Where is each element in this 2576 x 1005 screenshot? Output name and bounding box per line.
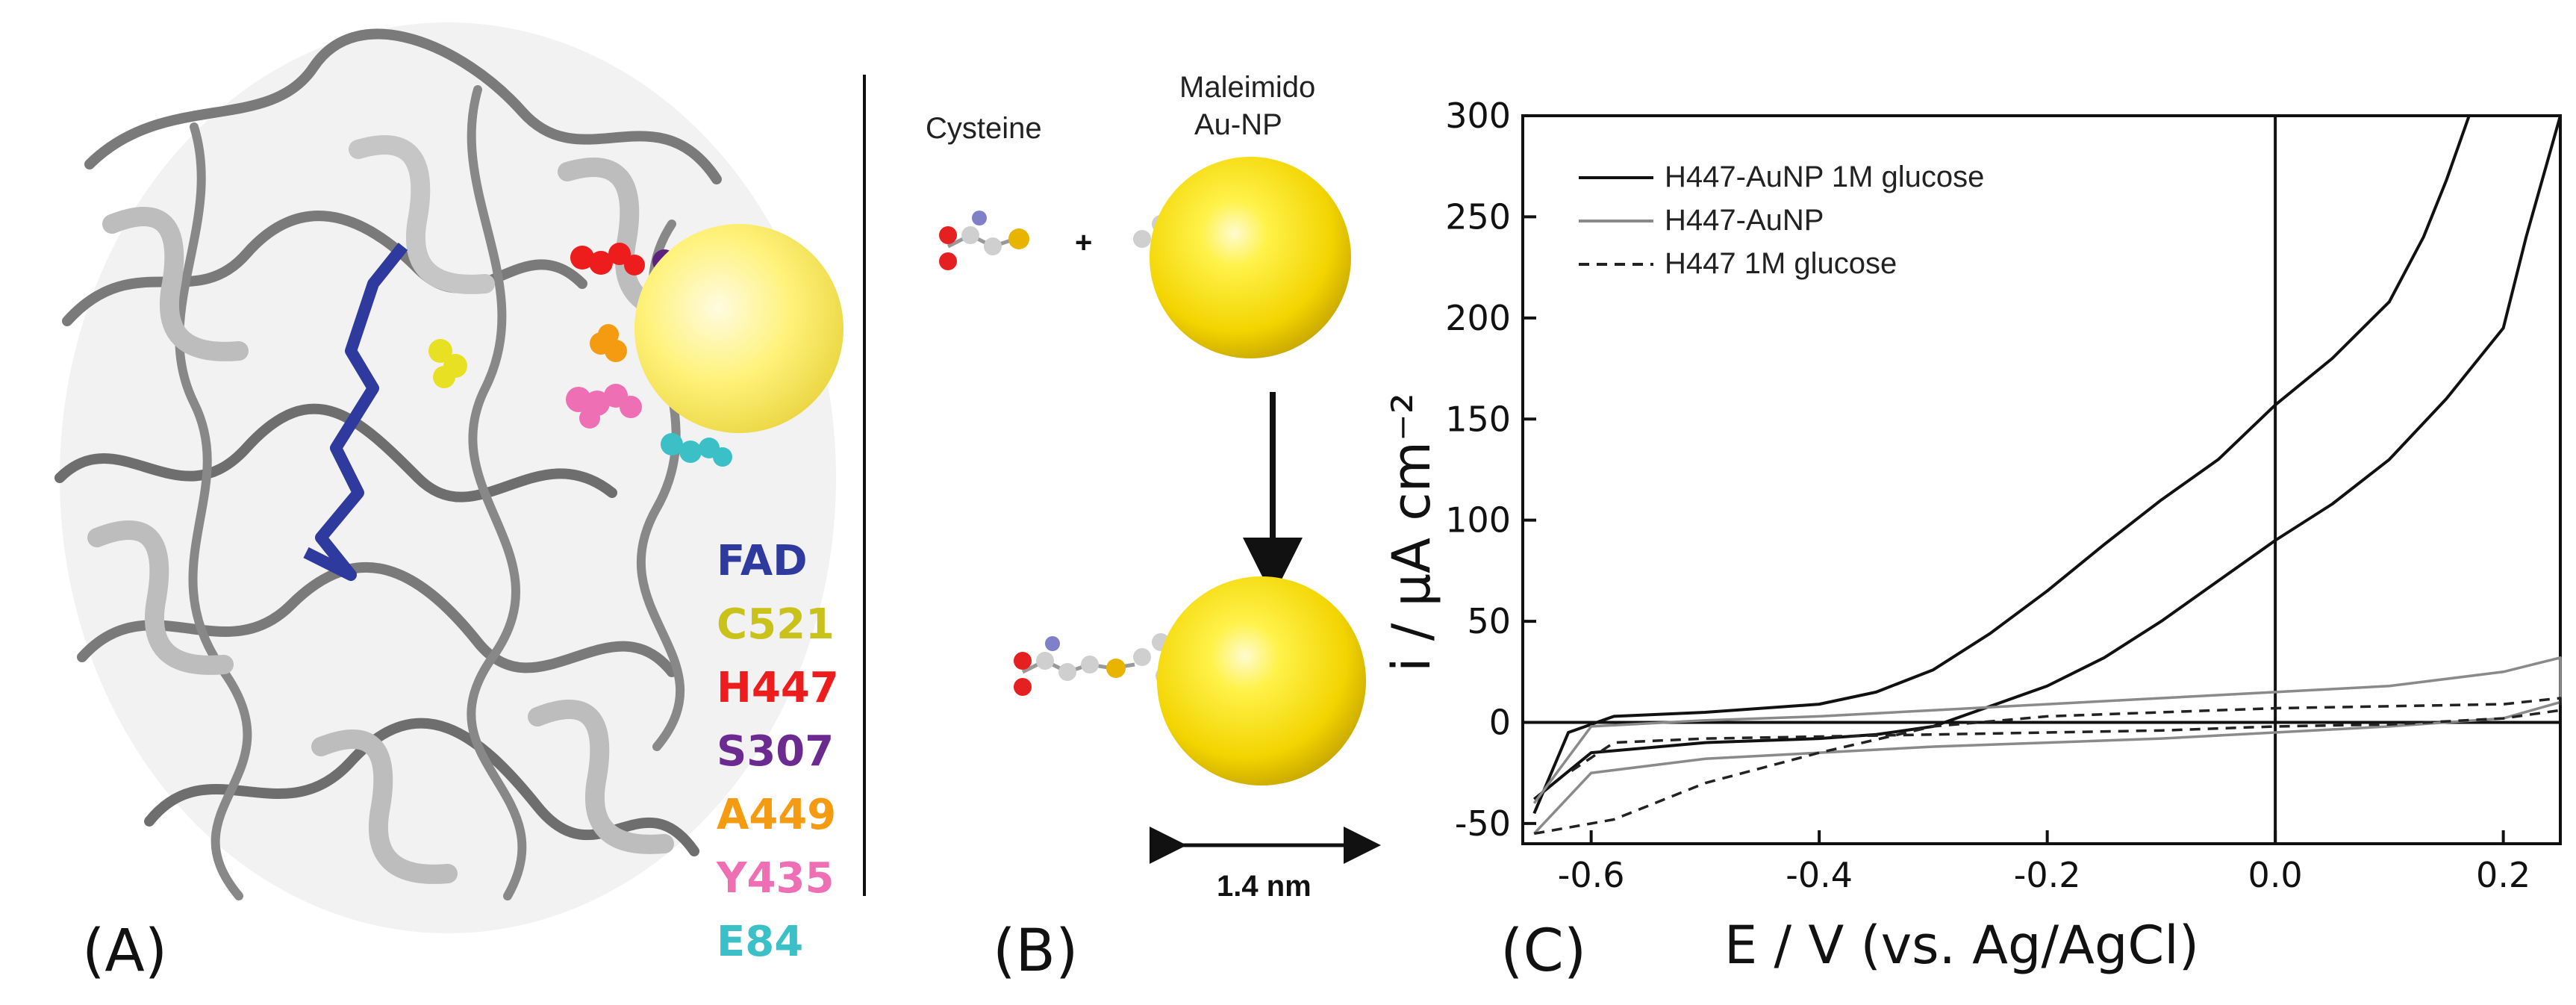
maleimido-label: Maleimido [1179,71,1315,104]
scale-label: 1.4 nm [1217,870,1312,903]
cysteine-conjugate [1014,633,1193,696]
y-tick-label: 50 [1467,601,1511,641]
panel-b: Cysteine Maleimido Au-NP + [926,71,1381,985]
y-tick-label: 100 [1445,500,1511,541]
legend-e84: E84 [717,918,803,966]
legend-s307: S307 [717,727,834,776]
series-h447-aunp-1m-glucose [1532,114,2562,815]
x-tick-label: -0.6 [1558,855,1625,895]
legend-h447: H447 [717,664,839,712]
x-tick-label: 0.2 [2476,855,2530,895]
legend-fad: FAD [717,537,808,585]
y-axis-title: i / µA cm⁻² [1381,393,1442,672]
voltammogram-chart: -0.6 -0.4 -0.2 0.0 0.2-50050100150200250300 … [1381,96,2562,985]
h447-residue [570,243,645,276]
x-axis-title: E / V (vs. Ag/AgCl) [1724,915,2199,976]
y-tick-label: 250 [1445,196,1511,237]
residue-legend: FAD C521 H447 S307 A449 Y435 E84 [716,537,839,966]
c521-residue [428,339,467,388]
y-tick-label: 300 [1445,96,1511,136]
au-np-label: Au-NP [1194,108,1282,141]
panel-label-a: (A) [82,918,167,985]
protein-ribbon-structure [54,22,836,933]
legend-a449: A449 [717,791,836,839]
x-tick-label: 0.0 [2248,855,2303,895]
series-h447-1m-glucose [1533,697,2562,836]
legend-c521: C521 [717,600,835,649]
e84-residue [661,433,732,467]
panel-label-c: (C) [1500,918,1586,985]
legend-entry: H447-AuNP 1M glucose [1665,161,1984,193]
plus-sign: + [1075,226,1092,259]
y-tick-label: 150 [1445,399,1511,439]
gold-nanoparticle-top [1150,157,1351,358]
legend-entry: H447-AuNP [1665,204,1824,237]
gold-nanoparticle-bottom [1157,576,1366,785]
y-tick-label: 200 [1445,298,1511,338]
legend-entry: H447 1M glucose [1665,247,1897,280]
gold-nanoparticle-a [634,224,843,433]
cysteine-label: Cysteine [926,112,1042,145]
fad-molecule [303,243,408,581]
panel-a: FAD C521 H447 S307 A449 Y435 E84 (A) [54,22,843,985]
legend-y435: Y435 [716,854,834,903]
cysteine-molecule [939,211,1029,270]
y435-residue [566,384,642,429]
x-tick-label: -0.2 [2014,855,2081,895]
panel-label-b: (B) [993,918,1078,985]
series-h447-aunp [1532,656,2562,835]
a449-residue [590,324,627,362]
y-tick-label: 0 [1489,703,1511,743]
x-tick-label: -0.4 [1786,855,1853,895]
y-tick-label: -50 [1455,803,1511,844]
